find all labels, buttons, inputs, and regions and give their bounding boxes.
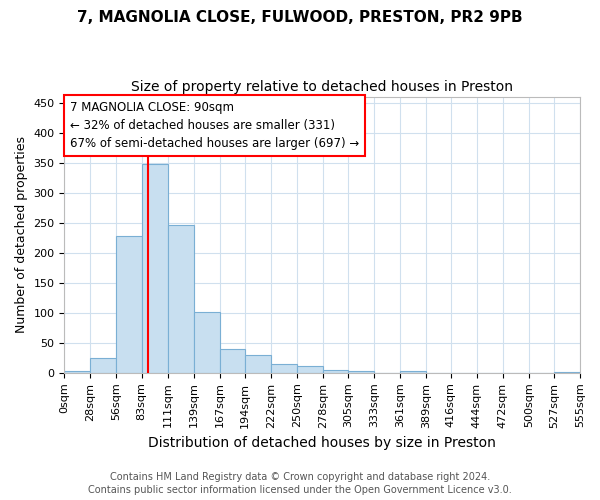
Bar bbox=[323, 370, 348, 373]
Bar bbox=[64, 371, 91, 373]
Bar bbox=[116, 236, 142, 373]
Bar bbox=[296, 366, 323, 373]
X-axis label: Distribution of detached houses by size in Preston: Distribution of detached houses by size … bbox=[148, 436, 496, 450]
Bar bbox=[348, 371, 374, 373]
Title: Size of property relative to detached houses in Preston: Size of property relative to detached ho… bbox=[131, 80, 513, 94]
Bar bbox=[245, 355, 271, 373]
Y-axis label: Number of detached properties: Number of detached properties bbox=[15, 136, 28, 333]
Text: 7, MAGNOLIA CLOSE, FULWOOD, PRESTON, PR2 9PB: 7, MAGNOLIA CLOSE, FULWOOD, PRESTON, PR2… bbox=[77, 10, 523, 25]
Bar bbox=[400, 371, 426, 373]
Text: 7 MAGNOLIA CLOSE: 90sqm
← 32% of detached houses are smaller (331)
67% of semi-d: 7 MAGNOLIA CLOSE: 90sqm ← 32% of detache… bbox=[70, 100, 359, 150]
Bar bbox=[194, 312, 220, 373]
Bar bbox=[271, 364, 296, 373]
Bar bbox=[220, 349, 245, 373]
Bar bbox=[554, 372, 580, 373]
Bar bbox=[167, 225, 194, 373]
Bar bbox=[91, 358, 116, 373]
Bar bbox=[142, 164, 167, 373]
Text: Contains HM Land Registry data © Crown copyright and database right 2024.
Contai: Contains HM Land Registry data © Crown c… bbox=[88, 472, 512, 495]
